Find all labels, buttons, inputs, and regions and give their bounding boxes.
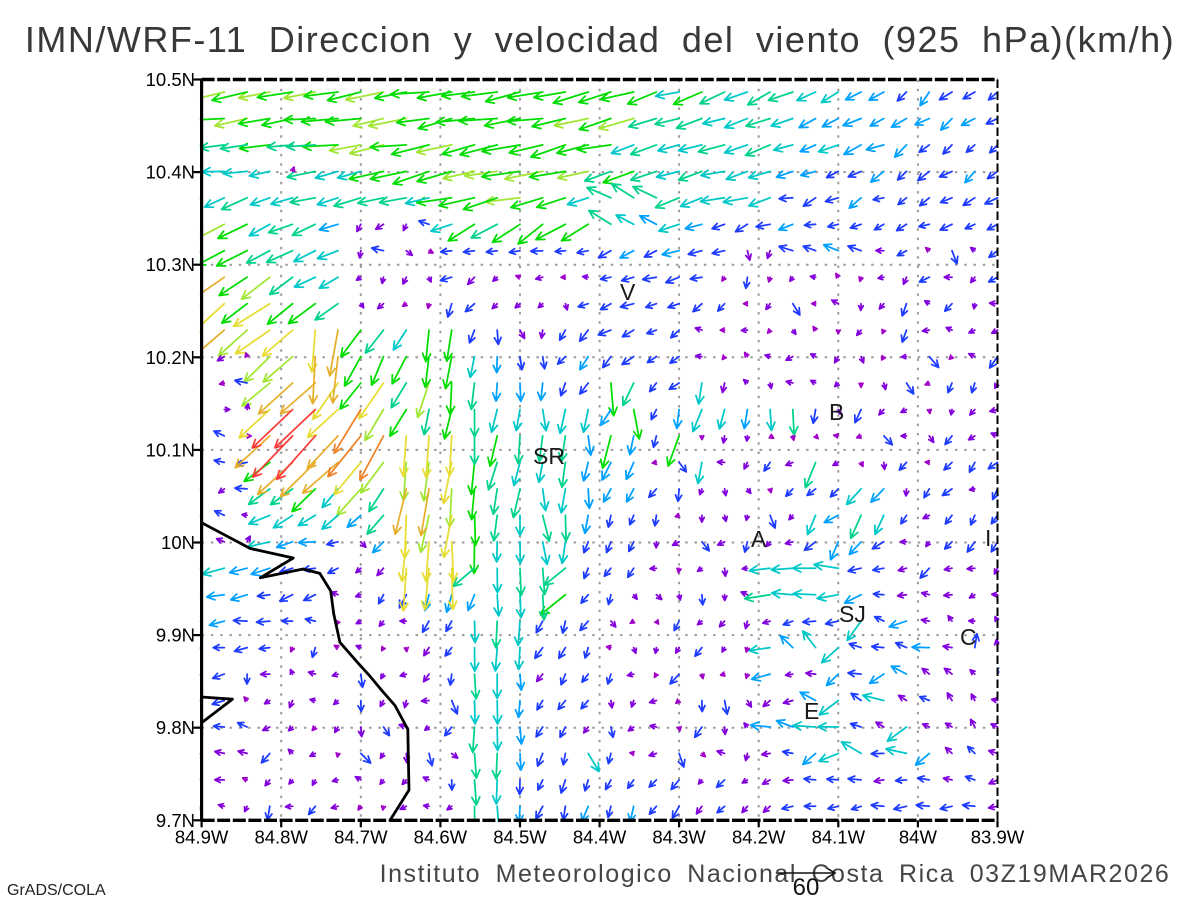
svg-text:10.5N: 10.5N xyxy=(146,69,195,90)
svg-text:9.9N: 9.9N xyxy=(156,625,195,646)
svg-text:84.6W: 84.6W xyxy=(414,827,468,848)
svg-text:84.1W: 84.1W xyxy=(812,827,866,848)
svg-text:10.3N: 10.3N xyxy=(146,254,195,275)
svg-text:84.3W: 84.3W xyxy=(652,827,706,848)
svg-text:84.9W: 84.9W xyxy=(175,827,229,848)
svg-text:V: V xyxy=(620,279,636,305)
svg-text:C: C xyxy=(960,624,977,650)
svg-text:SR: SR xyxy=(533,443,565,469)
svg-text:A: A xyxy=(751,526,767,552)
svg-text:10N: 10N xyxy=(161,532,195,553)
svg-text:84.5W: 84.5W xyxy=(493,827,547,848)
svg-text:I: I xyxy=(985,525,991,551)
svg-text:E: E xyxy=(804,698,819,724)
svg-text:9.7N: 9.7N xyxy=(156,810,195,831)
svg-text:SJ: SJ xyxy=(839,601,866,627)
svg-text:Instituto Meteorologico Nacion: Instituto Meteorologico Nacional Costa R… xyxy=(380,860,1171,888)
svg-text:GrADS/COLA: GrADS/COLA xyxy=(7,882,106,899)
svg-text:83.9W: 83.9W xyxy=(971,827,1025,848)
svg-text:84.7W: 84.7W xyxy=(334,827,388,848)
svg-text:9.8N: 9.8N xyxy=(156,717,195,738)
svg-text:B: B xyxy=(829,399,844,425)
svg-text:84.4W: 84.4W xyxy=(573,827,627,848)
svg-text:60: 60 xyxy=(793,874,820,900)
svg-text:10.4N: 10.4N xyxy=(146,162,195,183)
svg-text:10.1N: 10.1N xyxy=(146,439,195,460)
svg-text:10.2N: 10.2N xyxy=(146,347,195,368)
svg-text:IMN/WRF-11 Direccion y velocid: IMN/WRF-11 Direccion y velocidad del vie… xyxy=(25,19,1175,60)
svg-text:84.8W: 84.8W xyxy=(254,827,308,848)
svg-text:84.2W: 84.2W xyxy=(732,827,786,848)
svg-text:84W: 84W xyxy=(899,827,938,848)
